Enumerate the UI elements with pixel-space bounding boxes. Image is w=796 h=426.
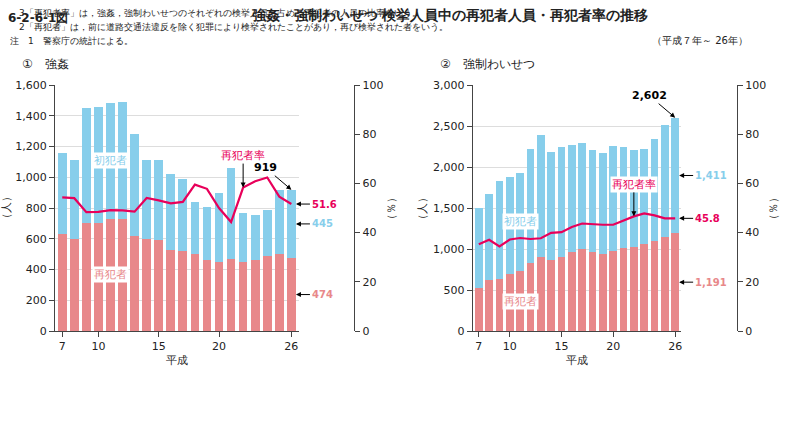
svg-text:（人）: （人） (416, 192, 429, 225)
svg-text:1,200: 1,200 (15, 140, 47, 153)
svg-text:再犯者率: 再犯者率 (612, 178, 656, 191)
svg-text:7: 7 (59, 340, 66, 353)
svg-text:45.8: 45.8 (695, 213, 720, 224)
svg-text:1,411: 1,411 (695, 170, 727, 181)
svg-text:40: 40 (745, 226, 759, 239)
svg-text:445: 445 (312, 218, 333, 229)
svg-text:1,191: 1,191 (695, 277, 727, 288)
svg-text:3,000: 3,000 (433, 79, 465, 92)
svg-text:0: 0 (362, 325, 369, 338)
svg-text:再犯者率: 再犯者率 (221, 149, 265, 162)
svg-text:② 強制わいせつ: ② 強制わいせつ (440, 57, 535, 71)
svg-text:100: 100 (362, 79, 383, 92)
svg-text:15: 15 (152, 340, 166, 353)
svg-text:474: 474 (312, 289, 333, 300)
svg-text:平成: 平成 (566, 354, 588, 367)
svg-text:（人）: （人） (0, 192, 13, 225)
svg-text:10: 10 (503, 340, 517, 353)
svg-text:10: 10 (91, 340, 105, 353)
svg-text:3「再犯者率」は，強姦，強制わいせつのそれぞれの検挙人員に占: 3「再犯者率」は，強姦，強制わいせつのそれぞれの検挙人員に占める再犯者の人員の比… (10, 8, 421, 18)
svg-text:200: 200 (26, 294, 47, 307)
svg-text:2,602: 2,602 (632, 89, 667, 102)
svg-text:15: 15 (555, 340, 569, 353)
svg-text:（平成７年～ 26年）: （平成７年～ 26年） (652, 35, 748, 46)
svg-text:注 1 警察庁の統計による。: 注 1 警察庁の統計による。 (10, 36, 133, 46)
svg-text:再犯者: 再犯者 (504, 295, 537, 308)
svg-text:26: 26 (668, 340, 682, 353)
svg-text:80: 80 (745, 128, 759, 141)
svg-text:60: 60 (745, 177, 759, 190)
svg-text:2,000: 2,000 (433, 161, 465, 174)
svg-text:1,000: 1,000 (15, 171, 47, 184)
svg-text:919: 919 (254, 161, 277, 174)
svg-text:1,000: 1,000 (433, 243, 465, 256)
svg-text:20: 20 (212, 340, 226, 353)
svg-text:20: 20 (606, 340, 620, 353)
svg-text:再犯者: 再犯者 (94, 268, 127, 281)
svg-text:20: 20 (362, 276, 376, 289)
svg-text:平成: 平成 (166, 354, 188, 367)
svg-text:1,600: 1,600 (15, 79, 47, 92)
svg-text:0: 0 (457, 325, 464, 338)
svg-text:60: 60 (362, 177, 376, 190)
svg-text:0: 0 (40, 325, 47, 338)
svg-text:80: 80 (362, 128, 376, 141)
svg-text:1,400: 1,400 (15, 110, 47, 123)
svg-text:（％）: （％） (385, 192, 398, 225)
svg-text:100: 100 (745, 79, 766, 92)
svg-text:26: 26 (284, 340, 298, 353)
svg-text:600: 600 (26, 233, 47, 246)
svg-text:0: 0 (745, 325, 752, 338)
svg-text:（％）: （％） (767, 192, 780, 225)
svg-text:800: 800 (26, 202, 47, 215)
svg-text:6-2-6-1図: 6-2-6-1図 (8, 11, 68, 25)
svg-text:20: 20 (745, 276, 759, 289)
svg-text:1,500: 1,500 (433, 202, 465, 215)
svg-text:40: 40 (362, 226, 376, 239)
svg-text:51.6: 51.6 (312, 199, 337, 210)
svg-text:7: 7 (475, 340, 482, 353)
svg-text:強姦・強制わいせつ 検挙人員中の再犯者人員・再犯者率の推移: 強姦・強制わいせつ 検挙人員中の再犯者人員・再犯者率の推移 (252, 7, 649, 23)
svg-text:初犯者: 初犯者 (94, 154, 127, 167)
svg-text:初犯者: 初犯者 (504, 215, 537, 228)
svg-text:① 強姦: ① 強姦 (22, 57, 69, 71)
svg-text:500: 500 (443, 284, 464, 297)
svg-text:400: 400 (26, 263, 47, 276)
svg-text:2「再犯者」は，前に道路交通法違反を除く犯罪により検挙された: 2「再犯者」は，前に道路交通法違反を除く犯罪により検挙されたことがあり，再び検挙… (10, 22, 448, 32)
svg-text:2,500: 2,500 (433, 120, 465, 133)
